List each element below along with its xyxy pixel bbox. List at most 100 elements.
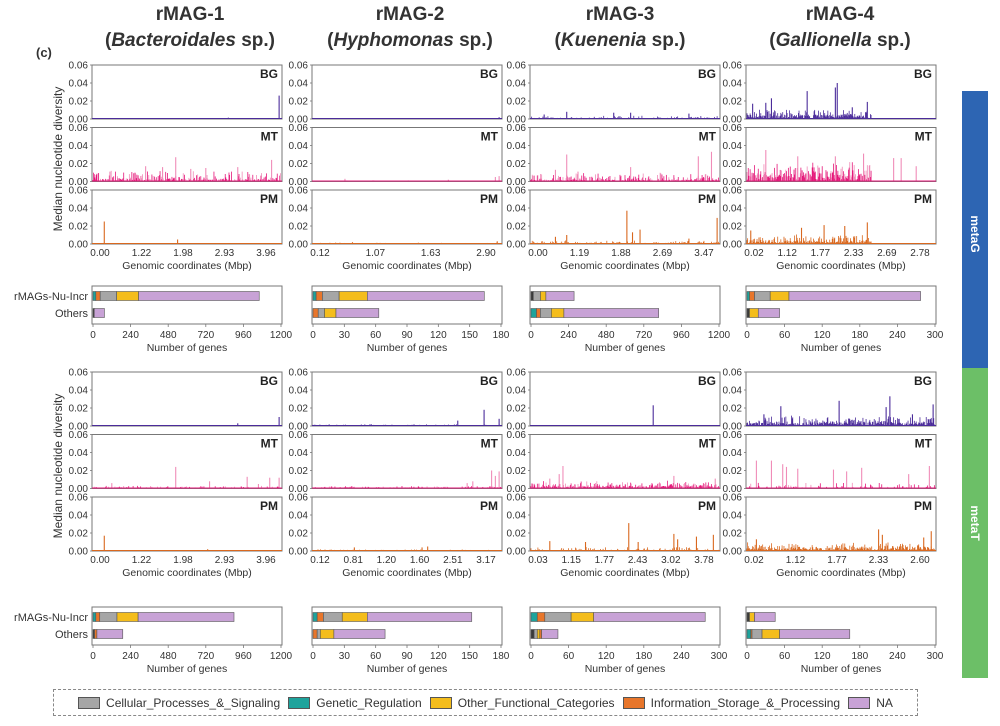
y-tick-label: 0.02 (69, 529, 89, 540)
track-bg: 0.06 0.04 0.02 0.00 BG (289, 61, 503, 126)
y-tick-label: 0.00 (69, 422, 89, 433)
gene-row-label: Others (55, 629, 89, 641)
x-tick-label: 120 (814, 330, 831, 341)
x-tick-label: 0 (90, 651, 96, 662)
x-tick-label: 240 (122, 330, 139, 341)
y-tick-label: 0.06 (289, 123, 309, 134)
column-title-species: (Hyphomonas sp.) (327, 30, 493, 51)
y-tick-label: 0.00 (289, 422, 309, 433)
y-tick-label: 0.06 (69, 368, 89, 379)
plot-frame (91, 127, 283, 182)
y-tick-label: 0.00 (507, 422, 527, 433)
x-tick-label: 180 (493, 330, 510, 341)
gene-segment (338, 291, 368, 301)
x-axis-label: Number of genes (147, 663, 228, 675)
track-pm: 0.06 0.04 0.02 0.00 PM (723, 186, 937, 251)
y-tick-label: 0.02 (723, 159, 743, 170)
gene-segment (751, 629, 763, 639)
x-tick-label: 180 (635, 651, 652, 662)
y-tick-label: 0.06 (507, 123, 527, 134)
gene-segment (116, 612, 139, 622)
y-tick-label: 0.00 (69, 177, 89, 188)
x-tick-label: 0.02 (744, 248, 764, 259)
track-bg: 0.06 0.04 0.02 0.00 BG (289, 368, 503, 433)
y-tick-label: 0.02 (723, 222, 743, 233)
y-tick-label: 0.06 (723, 123, 743, 134)
y-tick-label: 0.02 (69, 97, 89, 108)
track-label: MT (481, 437, 499, 451)
x-tick-label: 240 (673, 651, 690, 662)
y-tick-label: 0.00 (723, 177, 743, 188)
x-tick-label: 60 (563, 651, 575, 662)
track-mt: 0.06 0.04 0.02 0.00 MT (507, 430, 721, 495)
gene-segment (754, 291, 771, 301)
x-tick-label: 240 (889, 651, 906, 662)
y-tick-label: 0.06 (69, 493, 89, 504)
gene-segment (316, 612, 324, 622)
x-tick-label: 1.88 (611, 248, 631, 259)
column-title-1: rMAG-1 (Bacteroidales sp.) (95, 2, 285, 54)
x-tick-label: 180 (851, 651, 868, 662)
track-mt: 0.06 0.04 0.02 0.00 MT (289, 430, 503, 495)
y-tick-label: 0.04 (69, 141, 89, 152)
y-tick-label: 0.04 (723, 511, 743, 522)
x-tick-label: 480 (598, 330, 615, 341)
x-tick-label: 960 (235, 330, 252, 341)
gene-segment (788, 291, 921, 301)
y-tick-label: 0.06 (507, 61, 527, 72)
gene-segment (116, 291, 139, 301)
track-mt: 0.06 0.04 0.02 0.00 MT (289, 123, 503, 188)
y-tick-label: 0.00 (289, 484, 309, 495)
track-bg: 0.06 0.04 0.02 0.00 BG (507, 61, 721, 126)
gene-segment (545, 291, 575, 301)
y-tick-label: 0.02 (69, 222, 89, 233)
y-tick-label: 0.06 (507, 430, 527, 441)
gene-segment (530, 291, 534, 301)
plot-frame (529, 434, 721, 489)
x-tick-label: 1.12 (786, 555, 806, 566)
x-axis-label: Number of genes (585, 663, 666, 675)
y-tick-label: 0.06 (723, 61, 743, 72)
x-axis-label: Genomic coordinates (Mbp) (776, 567, 906, 579)
column-title-species: (Gallionella sp.) (769, 30, 911, 51)
column-title-3: rMAG-3 (Kuenenia sp.) (530, 2, 710, 54)
y-tick-label: 0.04 (69, 386, 89, 397)
gene-segment (749, 291, 755, 301)
y-tick-label: 0.02 (69, 404, 89, 415)
x-tick-label: 1.22 (132, 248, 152, 259)
gene-row-label: Others (55, 308, 89, 320)
x-tick-label: 300 (927, 651, 944, 662)
track-pm: 0.06 0.04 0.02 0.00 PM (507, 186, 721, 251)
legend: Cellular_Processes_&_Signaling Genetic_R… (53, 689, 918, 716)
y-tick-label: 0.00 (507, 484, 527, 495)
x-tick-label: 1.98 (173, 555, 193, 566)
y-tick-label: 0.02 (289, 529, 309, 540)
y-tick-label: 0.04 (507, 204, 527, 215)
y-tick-label: 0.00 (507, 547, 527, 558)
y-tick-label: 0.04 (69, 448, 89, 459)
plot-frame (529, 64, 721, 120)
gene-segment (749, 612, 755, 622)
x-tick-label: 1.77 (595, 555, 615, 566)
gene-segment (563, 308, 659, 318)
x-tick-label: 0 (310, 330, 316, 341)
x-axis-label: Number of genes (585, 342, 666, 354)
diversity-bars (746, 150, 917, 182)
y-tick-label: 0.04 (69, 511, 89, 522)
y-tick-label: 0.02 (69, 159, 89, 170)
y-tick-label: 0.00 (507, 177, 527, 188)
gene-segment (316, 629, 321, 639)
column-title-4: rMAG-4 (Gallionella sp.) (730, 2, 950, 54)
chart-metaG-rmag-1: 0.060.040.020.00BG0.060.040.020.00MT0.06… (14, 61, 293, 355)
y-tick-label: 0.06 (289, 493, 309, 504)
gene-segment (95, 612, 101, 622)
y-tick-label: 0.02 (723, 466, 743, 477)
plot-frame (91, 64, 283, 120)
x-tick-label: 30 (339, 651, 351, 662)
track-pm: 0.06 0.04 0.02 0.00 PM (69, 186, 283, 251)
gene-segment (746, 612, 750, 622)
x-tick-label: 60 (370, 651, 382, 662)
y-tick-label: 0.06 (69, 186, 89, 197)
